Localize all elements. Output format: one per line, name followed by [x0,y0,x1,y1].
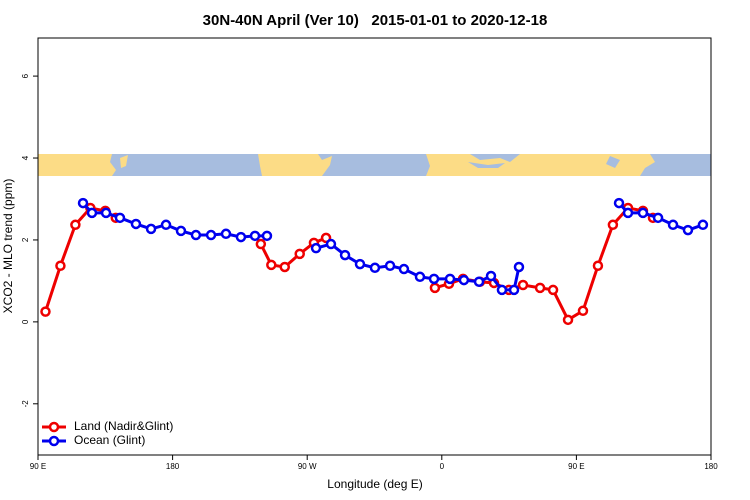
data-point [682,224,694,236]
data-point [255,238,267,250]
data-point [414,271,426,283]
data-point [130,218,142,230]
data-point [429,282,441,294]
data-point [235,231,247,243]
data-point [667,219,679,231]
y-tick-label: 0 [21,319,30,324]
data-point [294,248,305,260]
data-point [496,284,508,296]
data-point [339,249,351,261]
data-point [384,260,396,272]
data-point [55,260,66,272]
data-point [607,219,619,231]
map-strip [38,154,711,176]
data-point [190,229,202,241]
data-point [70,219,81,231]
y-tick-label: 2 [21,237,30,242]
y-tick-label: 6 [21,73,30,78]
data-point [534,282,546,294]
chart-title: 30N-40N April (Ver 10) 2015-01-01 to 202… [203,12,548,29]
data-point [485,270,497,282]
data-point [652,212,664,224]
x-axis-label: Longitude (deg E) [327,477,422,491]
y-axis-label: XCO2 - MLO trend (ppm) [1,179,15,314]
data-point [325,238,337,250]
data-point [77,197,89,209]
data-point [40,306,51,317]
data-point [458,274,470,286]
data-point [637,207,649,219]
data-point [513,261,525,273]
legend-label: Land (Nadir&Glint) [74,419,173,433]
data-point [310,242,322,254]
data-point [261,230,273,242]
data-point [562,314,574,326]
data-point [86,207,98,219]
data-point [249,230,261,242]
data-point [100,207,112,219]
data-point [205,229,217,241]
legend-marker [48,421,60,433]
data-point [114,212,126,224]
data-point [613,197,625,209]
y-tick-label: -2 [21,400,30,408]
legend-marker [48,435,60,447]
data-point [428,273,440,285]
data-point [220,228,232,240]
data-point [266,259,277,271]
data-point [369,262,381,274]
x-tick-label: 0 [440,462,445,471]
y-tick-label: 4 [21,155,30,160]
legend-label: Ocean (Glint) [74,433,145,447]
data-point [279,261,291,273]
x-tick-label: 90 E [30,462,46,471]
series-line [81,202,704,292]
data-point [398,263,410,275]
data-point [175,225,187,237]
data-point [354,258,366,270]
x-tick-label: 180 [166,462,180,471]
data-point [592,260,604,272]
x-tick-label: 90 E [568,462,584,471]
plot-frame [37,37,712,456]
data-point [577,305,589,317]
data-point [517,279,529,291]
data-point [697,219,709,231]
data-point [444,273,456,285]
data-point [473,276,485,287]
x-tick-label: 180 [704,462,718,471]
data-point [145,223,157,235]
data-point [160,219,172,231]
data-point [508,284,520,296]
data-point [622,207,634,219]
x-tick-label: 90 W [298,462,317,471]
data-point [547,284,559,296]
